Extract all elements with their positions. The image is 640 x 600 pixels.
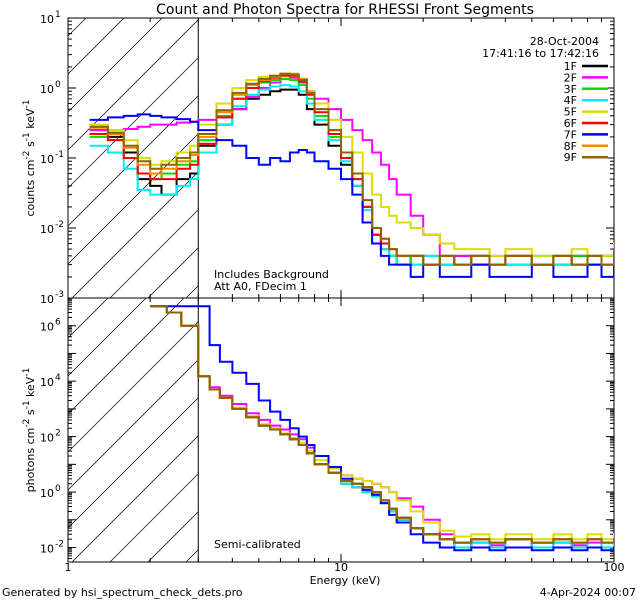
count-y-axis-label-part: counts cm — [24, 159, 37, 216]
count-y-axis-label-part: -1 — [22, 132, 32, 141]
count-series-7F — [89, 113, 614, 278]
count-series-group — [89, 72, 614, 278]
photon-hatch-line — [68, 298, 147, 377]
count-hatch-line — [68, 18, 201, 151]
count-y-axis-label-part: s — [24, 141, 37, 150]
x-axis-label: Energy (keV) — [310, 574, 381, 587]
footer-generated-by: Generated by hsi_spectrum_check_dets.pro — [2, 586, 243, 599]
count-ytick-exponent: -1 — [55, 150, 64, 160]
photon-ytick-exponent: 6 — [55, 318, 61, 328]
photon-y-axis-label-part: photons cm — [24, 428, 37, 493]
count-hatch-mask — [198, 18, 614, 298]
count-hatch-line — [68, 18, 239, 189]
count-ytick-label: 10 — [40, 293, 54, 306]
count-ytick-exponent: 1 — [55, 10, 61, 20]
photon-ytick-label: 10 — [40, 543, 54, 556]
count-hatch-line — [68, 18, 125, 75]
photon-hatched-region — [68, 298, 614, 562]
photon-ytick-exponent: 4 — [55, 373, 61, 383]
legend-label-3F: 3F — [564, 83, 577, 96]
count-ytick-exponent: 0 — [55, 80, 61, 90]
annotation-attenuator: Att A0, FDecim 1 — [214, 280, 307, 293]
energy-axis: 1 10 100 — [65, 561, 625, 574]
photon-hatch-line — [68, 298, 185, 415]
legend-label-6F: 6F — [564, 117, 577, 130]
chart-title: Count and Photon Spectra for RHESSI Fron… — [156, 2, 534, 18]
photon-hatch-line — [68, 298, 109, 339]
count-y-axis-label-part: -2 — [22, 150, 32, 159]
legend-label-4F: 4F — [564, 94, 577, 107]
legend-label-9F: 9F — [564, 151, 577, 164]
xtick-label: 10 — [334, 561, 348, 574]
xtick-label: 1 — [65, 561, 72, 574]
legend-label-2F: 2F — [564, 71, 577, 84]
photon-ytick-exponent: -2 — [55, 540, 64, 550]
photon-y-axis-label-part: -1 — [22, 400, 32, 409]
photon-hatch-line — [68, 298, 223, 453]
photon-ytick-label: 10 — [40, 432, 54, 445]
count-y-axis-label-part: -1 — [22, 100, 32, 109]
photon-series-9F — [150, 305, 614, 544]
photon-series-group — [150, 305, 614, 552]
observation-time-range: 17:41:16 to 17:42:16 — [482, 47, 599, 60]
footer-date: 4-Apr-2024 00:07 — [540, 586, 636, 599]
observation-date: 28-Oct-2004 — [530, 35, 599, 48]
photon-ytick-label: 10 — [40, 376, 54, 389]
annotation-semi-calibrated: Semi-calibrated — [214, 538, 301, 551]
annotation-background: Includes Background — [214, 268, 329, 281]
photon-ytick-label: 10 — [40, 487, 54, 500]
photon-y-axis-label-part: -1 — [22, 368, 32, 377]
count-ytick-label: 10 — [40, 223, 54, 236]
count-hatch-line — [68, 18, 163, 113]
legend-label-7F: 7F — [564, 128, 577, 141]
count-ytick-label: 10 — [40, 13, 54, 26]
count-ytick-exponent: -2 — [55, 220, 64, 230]
legend-label-5F: 5F — [564, 106, 577, 119]
count-series-9F — [89, 72, 614, 266]
photon-ytick-exponent: 2 — [55, 429, 61, 439]
photon-ytick-label: 10 — [40, 321, 54, 334]
count-ytick-exponent: -3 — [55, 290, 64, 300]
count-ytick-label: 10 — [40, 83, 54, 96]
photon-y-axis-label-part: s — [24, 409, 37, 418]
photon-y-axis-label-part: keV — [24, 376, 37, 400]
photon-y-axis-label: photons cm-2 s-1 keV-1 — [22, 368, 37, 493]
count-hatched-region — [68, 18, 614, 298]
count-ytick-label: 10 — [40, 153, 54, 166]
legend-label-1F: 1F — [564, 60, 577, 73]
photon-ytick-exponent: 0 — [55, 484, 61, 494]
count-y-axis-label: counts cm-2 s-1 keV-1 — [22, 100, 37, 217]
count-y-axis-label-part: keV — [24, 108, 37, 132]
photon-y-axis-label-part: -2 — [22, 419, 32, 428]
xtick-label: 100 — [604, 561, 625, 574]
legend-label-8F: 8F — [564, 140, 577, 153]
